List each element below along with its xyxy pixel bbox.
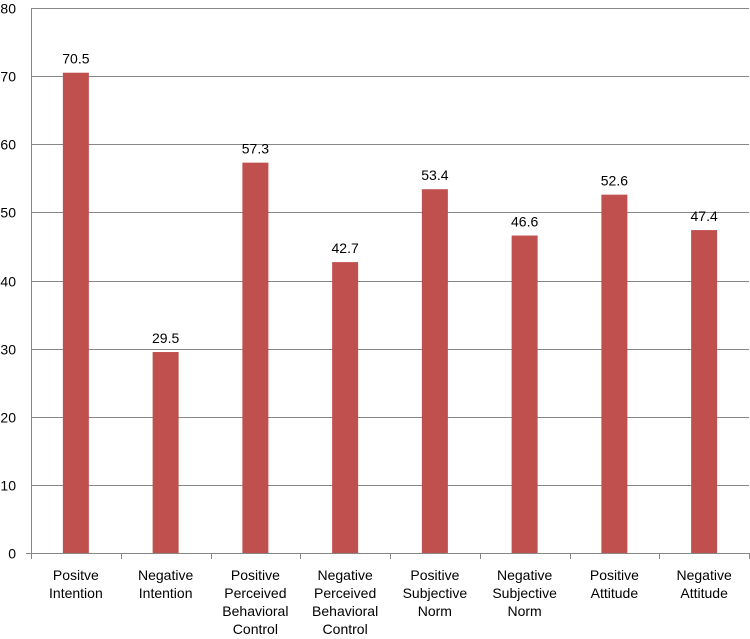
category-label-line: Norm bbox=[508, 603, 542, 619]
category-label: Positive Attitude bbox=[590, 567, 639, 601]
data-label: 70.5 bbox=[62, 51, 89, 67]
data-label: 29.5 bbox=[152, 330, 179, 346]
y-tick-label: 30 bbox=[0, 342, 16, 358]
category-label-line: Positve bbox=[53, 567, 99, 583]
category-label-line: Control bbox=[323, 621, 368, 637]
category-label-line: Intention bbox=[139, 585, 193, 601]
category-label-line: Positive bbox=[231, 567, 280, 583]
bar bbox=[242, 162, 269, 554]
category-label: Positve Intention bbox=[49, 567, 103, 601]
category-label-line: Behavioral bbox=[222, 603, 288, 619]
category-label-line: Behavioral bbox=[312, 603, 378, 619]
data-labels: 70.5 29.5 57.3 42.7 53.4 46.6 52.6 47.4 bbox=[62, 51, 718, 346]
y-tick-label: 0 bbox=[8, 546, 16, 562]
bar bbox=[511, 235, 538, 553]
category-label-line: Negative bbox=[317, 567, 372, 583]
axes bbox=[26, 8, 750, 559]
category-label-line: Control bbox=[233, 621, 278, 637]
y-tick-label: 70 bbox=[0, 69, 16, 85]
data-label: 46.6 bbox=[511, 214, 538, 230]
category-label-line: Negative bbox=[497, 567, 552, 583]
category-label-line: Negative bbox=[676, 567, 731, 583]
data-label: 47.4 bbox=[691, 208, 718, 224]
category-label-line: Subjective bbox=[403, 585, 468, 601]
category-label: Negative Attitude bbox=[676, 567, 731, 601]
category-label-line: Negative bbox=[138, 567, 193, 583]
category-label-line: Intention bbox=[49, 585, 103, 601]
gridlines bbox=[31, 8, 749, 486]
category-label-line: Attitude bbox=[591, 585, 639, 601]
bar bbox=[152, 352, 179, 553]
y-tick-label: 10 bbox=[0, 478, 16, 494]
category-label-line: Subjective bbox=[492, 585, 557, 601]
category-label: Positive Subjective Norm bbox=[403, 567, 468, 619]
category-label-line: Attitude bbox=[680, 585, 728, 601]
category-label: Negative Intention bbox=[138, 567, 193, 601]
y-axis-tick-labels: 0 10 20 30 40 50 60 70 80 bbox=[0, 1, 16, 562]
x-axis-category-labels: Positve Intention Negative Intention Positiv… bbox=[49, 567, 732, 637]
category-label: Positive Perceived Behavioral Control bbox=[222, 567, 288, 637]
bar bbox=[691, 230, 718, 553]
y-tick-label: 20 bbox=[0, 410, 16, 426]
category-label-line: Perceived bbox=[224, 585, 286, 601]
category-label-line: Perceived bbox=[314, 585, 376, 601]
category-label-line: Norm bbox=[418, 603, 452, 619]
bar bbox=[62, 72, 89, 553]
y-tick-label: 40 bbox=[0, 274, 16, 290]
category-label: Negative Subjective Norm bbox=[492, 567, 557, 619]
bar bbox=[332, 262, 359, 553]
data-label: 42.7 bbox=[332, 240, 359, 256]
y-tick-label: 60 bbox=[0, 137, 16, 153]
y-tick-label: 80 bbox=[0, 1, 16, 17]
data-label: 57.3 bbox=[242, 141, 269, 157]
data-label: 53.4 bbox=[421, 167, 448, 183]
category-label-line: Positive bbox=[410, 567, 459, 583]
category-label: Negative Perceived Behavioral Control bbox=[312, 567, 378, 637]
bars bbox=[62, 72, 718, 554]
bar bbox=[421, 189, 448, 553]
bar bbox=[601, 194, 628, 553]
category-label-line: Positive bbox=[590, 567, 639, 583]
y-tick-label: 50 bbox=[0, 205, 16, 221]
data-label: 52.6 bbox=[601, 173, 628, 189]
